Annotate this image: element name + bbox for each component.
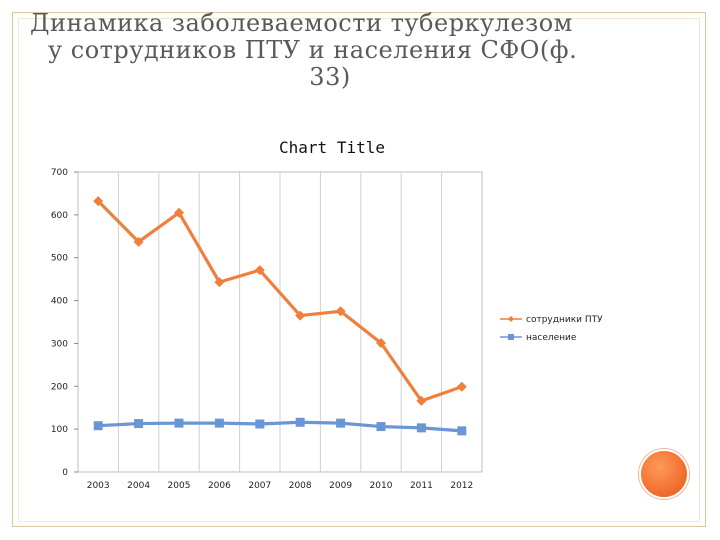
x-tick-label: 2010 <box>370 481 393 491</box>
y-tick-label: 300 <box>51 339 68 349</box>
data-point-series2 <box>295 417 305 427</box>
y-tick-label: 100 <box>51 425 68 435</box>
y-tick-label: 0 <box>62 468 68 478</box>
slide-frame-outer <box>12 12 706 527</box>
data-point-series2 <box>416 423 426 433</box>
x-tick-label: 2005 <box>168 481 191 491</box>
data-point-series2 <box>376 422 386 432</box>
data-point-series1 <box>335 306 346 317</box>
y-tick-label: 700 <box>51 168 68 178</box>
data-point-series1 <box>214 277 225 288</box>
data-point-series1 <box>93 196 104 207</box>
y-tick-label: 500 <box>51 254 68 264</box>
data-point-series1 <box>456 381 467 392</box>
x-tick-label: 2011 <box>410 481 433 491</box>
data-point-series1 <box>295 310 306 321</box>
data-point-series2 <box>255 419 265 429</box>
chart-title: Chart Title <box>279 138 385 157</box>
x-tick-label: 2007 <box>248 481 271 491</box>
data-point-series2 <box>174 418 184 428</box>
series-line-2 <box>98 420 462 433</box>
slide-title-line3: 33) <box>309 62 351 91</box>
x-tick-label: 2006 <box>208 481 231 491</box>
slide-title-line2: у сотрудников ПТУ и населения СФО(ф. <box>48 35 578 64</box>
legend-label-1: сотрудники ПТУ <box>526 315 603 325</box>
series-line-1 <box>97 200 463 403</box>
data-point-series1 <box>174 207 184 218</box>
data-point-series2 <box>134 419 144 429</box>
x-tick-label: 2004 <box>127 481 150 491</box>
legend-marker-1 <box>508 316 514 322</box>
decorative-orange-circle <box>639 449 689 499</box>
data-point-series1 <box>254 265 265 276</box>
legend-label-2: население <box>526 333 577 343</box>
data-point-series1 <box>416 395 427 406</box>
legend-marker-2 <box>508 334 514 340</box>
data-point-series1 <box>376 338 386 348</box>
data-point-series2 <box>93 421 103 431</box>
x-tick-label: 2008 <box>289 481 312 491</box>
slide-frame-inner <box>18 18 700 522</box>
slide-title: Динамика заболеваемости туберкулезом у с… <box>30 10 650 91</box>
y-tick-label: 400 <box>51 297 68 307</box>
data-point-series2 <box>214 418 224 428</box>
x-tick-label: 2012 <box>450 481 473 491</box>
data-point-series2 <box>457 426 467 436</box>
data-point-series2 <box>336 418 346 428</box>
x-tick-label: 2003 <box>87 481 110 491</box>
y-tick-label: 200 <box>51 382 68 392</box>
x-tick-label: 2009 <box>329 481 352 491</box>
slide-title-line1: Динамика заболеваемости туберкулезом <box>30 9 573 37</box>
y-tick-label: 600 <box>51 211 68 221</box>
data-point-series1 <box>133 236 144 247</box>
